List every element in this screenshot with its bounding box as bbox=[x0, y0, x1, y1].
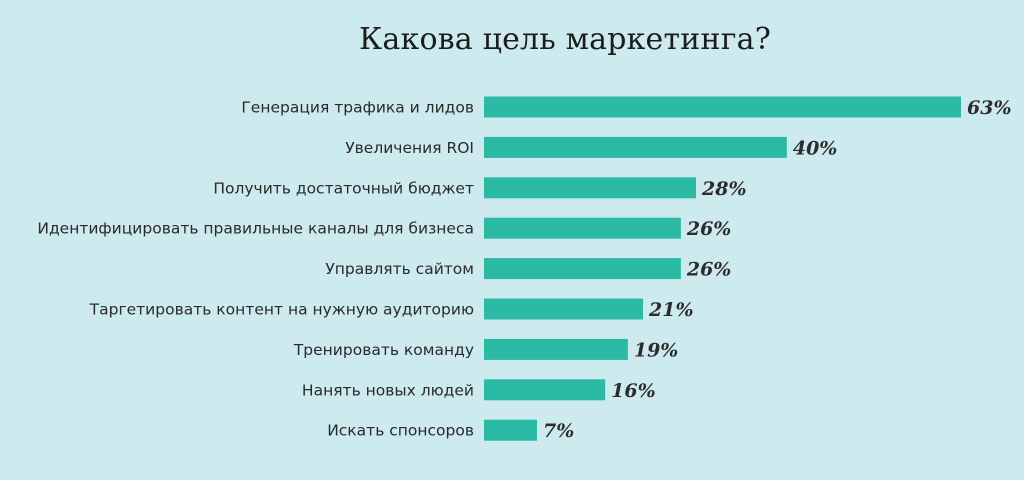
value-label: 7% bbox=[543, 420, 574, 442]
value-label: 21% bbox=[648, 299, 694, 321]
bar-row: Нанять новых людей 16% bbox=[302, 379, 656, 402]
bar bbox=[484, 338, 628, 360]
bar-row: Генерация трафика и лидов 63% bbox=[241, 96, 1012, 119]
bar-row: Тренировать команду 19% bbox=[293, 338, 679, 361]
bar bbox=[484, 177, 696, 199]
bar-row: Таргетировать контент на нужную аудитори… bbox=[89, 298, 694, 321]
category-label: Нанять новых людей bbox=[302, 381, 474, 399]
category-label: Искать спонсоров bbox=[327, 422, 474, 440]
bar bbox=[484, 136, 787, 158]
value-label: 28% bbox=[701, 178, 747, 200]
value-label: 40% bbox=[793, 137, 838, 159]
value-label: 26% bbox=[686, 218, 732, 240]
bar bbox=[484, 298, 643, 320]
category-label: Идентифицировать правильные каналы для б… bbox=[37, 220, 474, 238]
bar bbox=[484, 258, 681, 280]
bar bbox=[484, 217, 681, 239]
category-label: Получить достаточный бюджет bbox=[213, 179, 474, 197]
bar-row: Идентифицировать правильные каналы для б… bbox=[37, 217, 732, 240]
bar bbox=[484, 379, 606, 401]
chart-title: Какова цель маркетинга? bbox=[358, 22, 771, 57]
bar bbox=[484, 419, 537, 441]
category-label: Увеличения ROI bbox=[345, 139, 474, 157]
bar-row: Получить достаточный бюджет 28% bbox=[213, 177, 747, 200]
value-label: 63% bbox=[967, 97, 1012, 119]
value-label: 16% bbox=[611, 380, 656, 402]
bar bbox=[484, 96, 961, 118]
category-label: Генерация трафика и лидов bbox=[241, 99, 474, 117]
bar-row: Управлять сайтом 26% bbox=[325, 258, 731, 281]
bar-row: Искать спонсоров 7% bbox=[327, 419, 574, 442]
value-label: 19% bbox=[634, 339, 679, 361]
category-label: Управлять сайтом bbox=[325, 260, 474, 278]
category-label: Тренировать команду bbox=[293, 341, 474, 359]
category-label: Таргетировать контент на нужную аудитори… bbox=[89, 301, 474, 319]
bar-row: Увеличения ROI 40% bbox=[345, 136, 838, 159]
value-label: 26% bbox=[686, 259, 732, 281]
